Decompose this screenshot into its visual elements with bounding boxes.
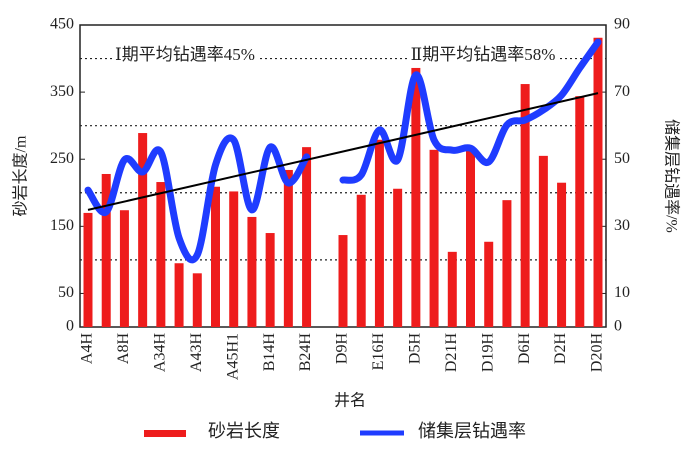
x-axis-label: 井名	[334, 392, 366, 410]
x-tick-label: D6H	[516, 333, 533, 365]
bar	[247, 216, 257, 327]
x-tick-label: A43H	[188, 333, 205, 373]
bar	[411, 67, 421, 327]
bar	[156, 182, 166, 327]
x-tick-label: A4H	[79, 333, 96, 365]
y-axis-label: 砂岩长度/m	[12, 135, 30, 216]
annotation: Ⅰ期平均钻遇率45%	[115, 45, 255, 64]
x-tick-label: E16H	[370, 333, 387, 371]
bar	[138, 133, 148, 327]
bar	[302, 147, 312, 327]
x-tick-label: A45H1	[224, 333, 241, 380]
y-tick-label: 350	[50, 83, 74, 100]
bar	[429, 149, 439, 327]
y-tick-label: 0	[66, 318, 74, 335]
annotation: Ⅱ期平均钻遇率58%	[411, 45, 556, 64]
x-tick-label: D19H	[479, 333, 496, 373]
bar	[374, 139, 384, 327]
bar	[338, 235, 348, 327]
y2-tick-label: 50	[614, 150, 630, 167]
bar	[393, 188, 403, 327]
bar	[447, 251, 457, 327]
legend-label: 储集层钻遇率	[418, 421, 526, 441]
bar	[283, 169, 293, 327]
bar	[466, 147, 475, 327]
legend-label: 砂岩长度	[208, 421, 280, 441]
bar	[265, 233, 275, 327]
annotation-bg	[407, 44, 559, 64]
bar	[119, 210, 129, 327]
x-tick-label: D20H	[589, 333, 606, 373]
bar	[174, 263, 184, 327]
x-tick-label: A8H	[115, 333, 132, 365]
bar	[575, 96, 585, 327]
bar	[538, 155, 548, 327]
x-tick-label: D21H	[443, 333, 460, 373]
bar	[192, 273, 202, 327]
bar	[520, 84, 530, 328]
trend-line	[87, 92, 599, 211]
x-tick-label: D5H	[407, 333, 424, 365]
y-tick-label: 50	[58, 284, 74, 301]
y-tick-label: 150	[50, 217, 74, 234]
y2-tick-label: 70	[614, 83, 630, 100]
y-tick-label: 250	[50, 150, 74, 167]
bar	[229, 191, 239, 327]
bar	[356, 194, 366, 327]
y2-axis-label: 储集层钻遇率/%	[662, 119, 680, 233]
x-tick-label: B24H	[297, 333, 314, 372]
y2-tick-label: 90	[614, 16, 630, 33]
rate-line	[84, 38, 602, 264]
legend-swatch	[144, 430, 186, 437]
annotation-bg	[112, 44, 258, 64]
x-tick-label: B14H	[261, 333, 278, 372]
y2-tick-label: 10	[614, 284, 630, 301]
bar	[83, 212, 93, 327]
y2-tick-label: 0	[614, 318, 622, 335]
bar	[101, 173, 111, 327]
bar	[502, 200, 512, 327]
x-tick-label: A34H	[152, 333, 169, 373]
bar	[593, 37, 603, 328]
x-tick-label: D9H	[334, 333, 351, 365]
bar	[211, 186, 220, 327]
x-tick-label: D2H	[552, 333, 569, 365]
bar	[557, 182, 567, 327]
bar	[484, 241, 494, 327]
y-tick-label: 450	[50, 16, 74, 33]
y2-tick-label: 30	[614, 217, 630, 234]
